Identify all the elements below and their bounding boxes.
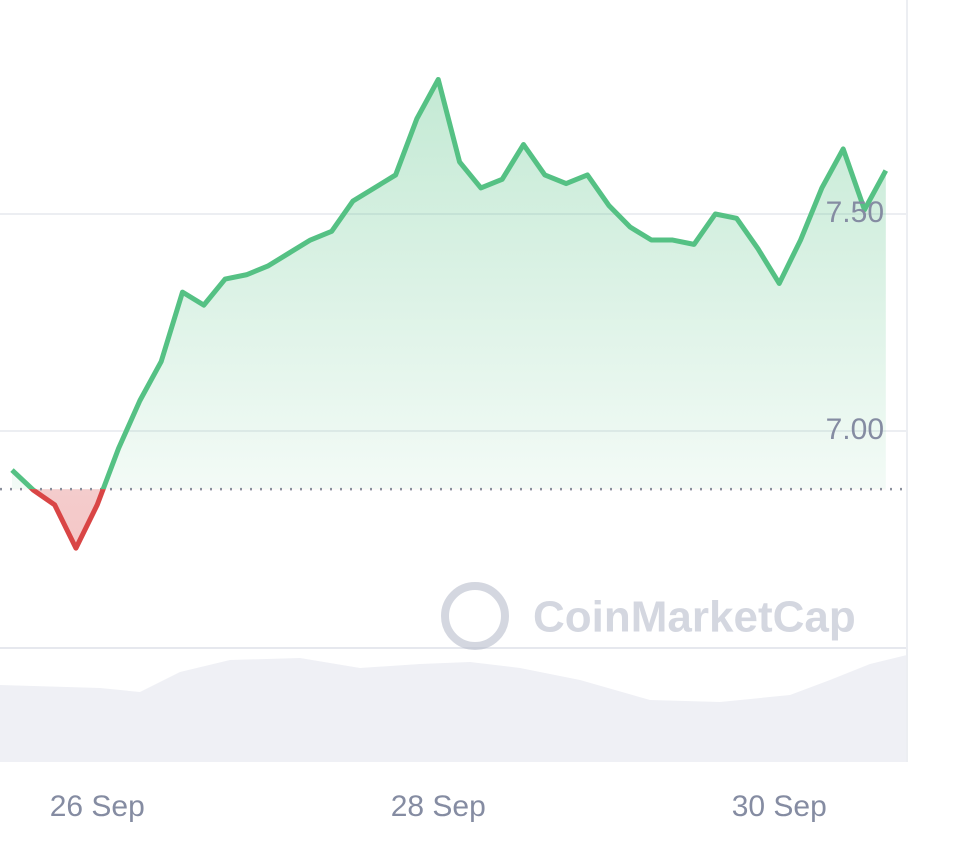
price-line-up	[10, 76, 889, 490]
watermark-text: CoinMarketCap	[533, 593, 856, 642]
watermark-logo	[441, 582, 509, 650]
y-tick-label: 7.50	[826, 196, 884, 229]
y-tick-label: 7.00	[826, 413, 884, 446]
x-tick-label: 26 Sep	[50, 790, 145, 823]
volume-area	[0, 655, 907, 762]
x-tick-label: 30 Sep	[732, 790, 827, 823]
area-down	[32, 489, 104, 549]
watermark: CoinMarketCap	[441, 582, 856, 650]
x-tick-label: 28 Sep	[391, 790, 486, 823]
area-up	[12, 79, 886, 490]
